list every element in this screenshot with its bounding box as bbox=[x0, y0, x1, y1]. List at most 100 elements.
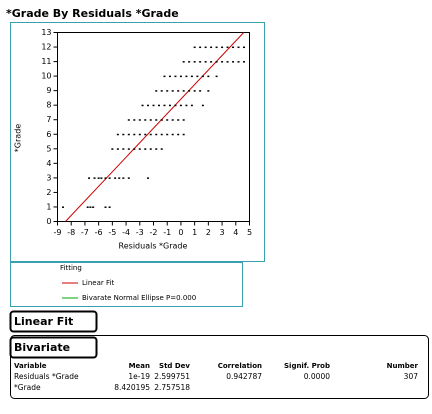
x-tick-label: -1 bbox=[163, 228, 171, 237]
point bbox=[221, 61, 224, 63]
point bbox=[166, 133, 169, 136]
linear-fit-button[interactable] bbox=[9, 310, 98, 333]
point bbox=[199, 46, 202, 49]
point bbox=[100, 177, 103, 179]
point bbox=[61, 206, 64, 208]
point bbox=[177, 90, 180, 92]
point bbox=[201, 104, 204, 107]
x-tick-label: -3 bbox=[136, 228, 144, 237]
point bbox=[204, 46, 207, 49]
column-header: Std Dev bbox=[159, 362, 190, 370]
point bbox=[149, 133, 152, 136]
x-axis-label: Residuals *Grade bbox=[119, 242, 188, 251]
point bbox=[149, 119, 152, 121]
table-cell: 307 bbox=[404, 372, 419, 381]
point bbox=[177, 119, 180, 121]
point bbox=[155, 148, 158, 150]
point bbox=[193, 46, 196, 49]
point bbox=[193, 90, 196, 92]
point bbox=[155, 90, 158, 92]
y-tick-label: 1 bbox=[46, 202, 51, 211]
point bbox=[215, 61, 218, 63]
y-tick-label: 3 bbox=[46, 173, 51, 182]
title: *Grade By Residuals *Grade bbox=[6, 7, 179, 20]
y-tick-label: 11 bbox=[41, 57, 51, 66]
table-cell: 2.599751 bbox=[154, 372, 190, 381]
table-frame bbox=[10, 335, 429, 399]
x-tick-label: -2 bbox=[150, 228, 158, 237]
x-tick-label: 2 bbox=[206, 228, 211, 237]
point bbox=[163, 75, 166, 78]
point bbox=[179, 104, 182, 107]
button-label[interactable]: Bivariate bbox=[14, 341, 70, 354]
point bbox=[171, 119, 174, 121]
point bbox=[116, 148, 119, 150]
point bbox=[116, 133, 119, 136]
bivariate-button[interactable] bbox=[9, 336, 98, 359]
point bbox=[171, 133, 174, 136]
point bbox=[122, 133, 125, 136]
point bbox=[108, 206, 111, 208]
fit-line bbox=[65, 32, 245, 222]
point bbox=[104, 206, 107, 208]
point bbox=[163, 104, 166, 107]
point bbox=[221, 46, 224, 49]
point bbox=[185, 75, 188, 78]
point bbox=[199, 90, 202, 92]
table-cell: 8.420195 bbox=[114, 383, 150, 392]
point bbox=[138, 133, 141, 136]
point bbox=[127, 119, 130, 121]
legend-label: Linear Fit bbox=[82, 279, 114, 287]
x-tick-label: -5 bbox=[108, 228, 116, 237]
column-header: Correlation bbox=[218, 362, 262, 370]
point bbox=[166, 90, 169, 92]
point bbox=[232, 46, 235, 49]
x-tick-label: -9 bbox=[54, 228, 62, 237]
plot-area bbox=[57, 32, 250, 222]
point bbox=[243, 46, 246, 49]
point bbox=[157, 104, 160, 107]
x-tick-label: 3 bbox=[220, 228, 225, 237]
point bbox=[182, 119, 185, 121]
y-tick-label: 9 bbox=[46, 86, 51, 95]
point bbox=[210, 61, 213, 63]
point bbox=[188, 90, 191, 92]
point bbox=[215, 46, 218, 49]
point bbox=[147, 104, 150, 107]
point bbox=[196, 75, 199, 78]
point bbox=[177, 133, 180, 136]
y-tick-label: 13 bbox=[41, 28, 51, 37]
y-tick-label: 12 bbox=[41, 43, 51, 52]
point bbox=[226, 61, 229, 63]
point bbox=[207, 75, 210, 78]
table-cell: 0.942787 bbox=[226, 372, 262, 381]
point bbox=[182, 133, 185, 136]
x-tick-label: 1 bbox=[192, 228, 197, 237]
point bbox=[174, 104, 177, 107]
button-label[interactable]: Linear Fit bbox=[14, 315, 73, 328]
point bbox=[144, 133, 147, 136]
y-axis-label: *Grade bbox=[14, 124, 23, 152]
point bbox=[160, 148, 163, 150]
point bbox=[122, 148, 125, 150]
point bbox=[188, 61, 191, 63]
column-header: Mean bbox=[129, 362, 150, 370]
point bbox=[207, 90, 210, 92]
x-tick-label: -6 bbox=[95, 228, 103, 237]
point bbox=[127, 148, 130, 150]
y-tick-label: 7 bbox=[46, 115, 51, 124]
point bbox=[147, 177, 150, 179]
y-tick-label: 6 bbox=[46, 130, 51, 139]
point bbox=[160, 119, 163, 121]
point bbox=[89, 206, 92, 208]
point bbox=[232, 61, 235, 63]
point bbox=[226, 46, 229, 49]
column-header: Variable bbox=[14, 362, 47, 370]
point bbox=[144, 148, 147, 150]
y-tick-label: 4 bbox=[46, 159, 51, 168]
point bbox=[122, 177, 125, 179]
point bbox=[118, 177, 121, 179]
point bbox=[138, 148, 141, 150]
table-cell: 0.0000 bbox=[304, 372, 330, 381]
x-tick-label: 0 bbox=[178, 228, 183, 237]
